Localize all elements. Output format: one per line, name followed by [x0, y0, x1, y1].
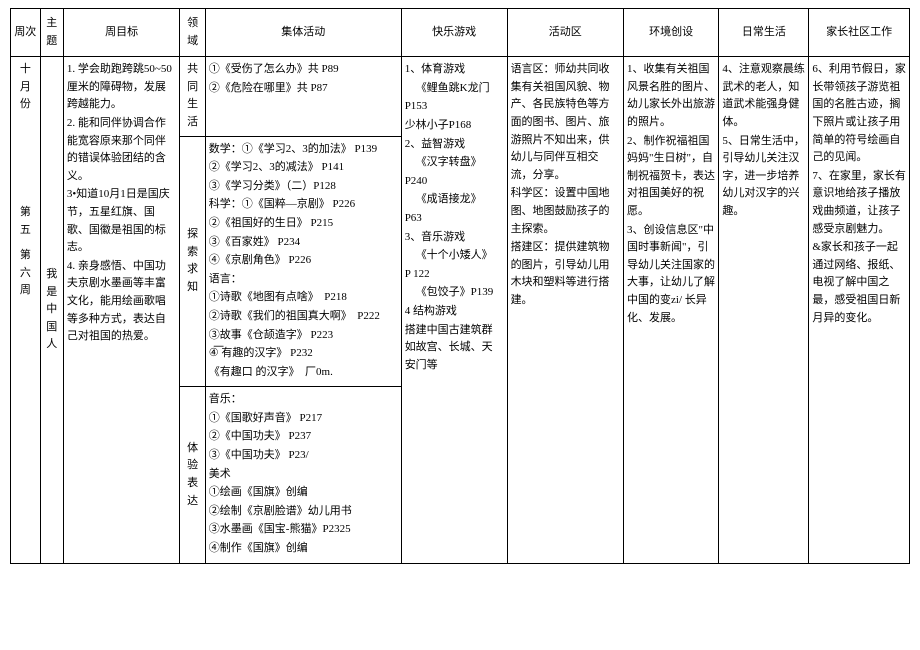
row-1: 十月份 第五 第六周 我是中国人 1. 学会助跑跨跳50~50厘米的障碍物，发展…	[11, 57, 910, 136]
h-group: 集体活动	[205, 9, 401, 57]
theme-cell: 我是中国人	[40, 57, 63, 563]
env-cell: 1、收集有关祖国风景名胜的图片、幼儿家长外出旅游的照片。 2、制作祝福祖国妈妈"…	[624, 57, 719, 563]
group-b: 数学：①《学习2、3的加法》 P139 ②《学习2、3的减法》 P141 ③《学…	[205, 136, 401, 387]
goal-4: 4. 亲身感悟、中国功夫京剧水墨画等丰富文化，能用绘画歌唱等多种方式，表达自己对…	[67, 258, 176, 346]
header-row: 周次 主题 周目标 领域 集体活动 快乐游戏 活动区 环境创设 日常生活 家长社…	[11, 9, 910, 57]
goal-1: 1. 学会助跑跨跳50~50厘米的障碍物，发展跨越能力。	[67, 61, 176, 114]
h-env: 环境创设	[624, 9, 719, 57]
h-daily: 日常生活	[719, 9, 809, 57]
h-game: 快乐游戏	[401, 9, 507, 57]
goal-cell: 1. 学会助跑跨跳50~50厘米的障碍物，发展跨越能力。 2. 能和同伴协调合作…	[63, 57, 179, 563]
goal-2: 2. 能和同伴协调合作能宽容原来那个同伴的错误体验团结的含义。	[67, 115, 176, 185]
domain-a: 共同生活	[180, 57, 205, 136]
h-week: 周次	[11, 9, 41, 57]
group-a: ①《受伤了怎么办》共 P89 ②《危险在哪里》共 P87	[205, 57, 401, 136]
domain-c: 体验表达	[180, 387, 205, 563]
week-cell: 十月份 第五 第六周	[11, 57, 41, 563]
h-community: 家长社区工作	[809, 9, 910, 57]
h-domain: 领域	[180, 9, 205, 57]
goal-3: 3•知道10月1日是国庆节，五星红旗、国歌、国徽是祖国的标志。	[67, 186, 176, 256]
area-cell: 语言区：师幼共同收集有关祖国风貌、物产、各民族特色等方面的图书、图片、旅游照片不…	[507, 57, 623, 563]
h-area: 活动区	[507, 9, 623, 57]
game-cell: 1、体育游戏 《鲤鱼跳K龙门 P153 少林小子P168 2、益智游戏 《汉字转…	[401, 57, 507, 563]
curriculum-table: 周次 主题 周目标 领域 集体活动 快乐游戏 活动区 环境创设 日常生活 家长社…	[10, 8, 910, 564]
h-goal: 周目标	[63, 9, 179, 57]
group-c: 音乐： ①《国歌好声音》 P217 ②《中国功夫》 P237 ③《中国功夫》 P…	[205, 387, 401, 563]
domain-b: 探索求知	[180, 136, 205, 387]
daily-cell: 4、注意观察晨练武术的老人，知道武术能强身健体。 5、日常生活中，引导幼儿关注汉…	[719, 57, 809, 563]
h-theme: 主题	[40, 9, 63, 57]
community-cell: 6、利用节假日，家长带领孩子游览祖国的名胜古迹，搁下照片或让孩子用简单的符号绘画…	[809, 57, 910, 563]
